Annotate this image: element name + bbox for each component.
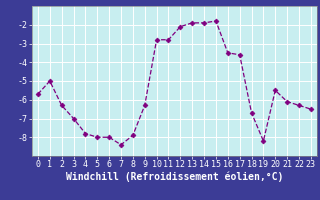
X-axis label: Windchill (Refroidissement éolien,°C): Windchill (Refroidissement éolien,°C) [66, 172, 283, 182]
